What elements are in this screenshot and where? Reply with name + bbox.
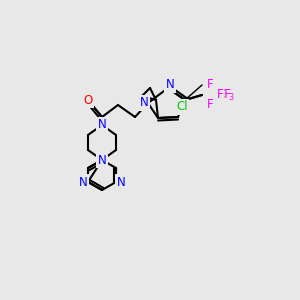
Text: Cl: Cl [176, 100, 188, 113]
Text: N: N [166, 79, 174, 92]
Text: 3: 3 [228, 94, 233, 103]
Text: F: F [217, 88, 223, 101]
Text: N: N [117, 176, 125, 188]
Text: N: N [79, 176, 87, 188]
Text: CF: CF [216, 88, 231, 101]
Text: F: F [207, 98, 213, 112]
Text: N: N [98, 118, 106, 131]
Text: O: O [83, 94, 93, 106]
Text: N: N [98, 154, 106, 166]
Text: F: F [207, 79, 213, 92]
Text: N: N [140, 97, 148, 110]
